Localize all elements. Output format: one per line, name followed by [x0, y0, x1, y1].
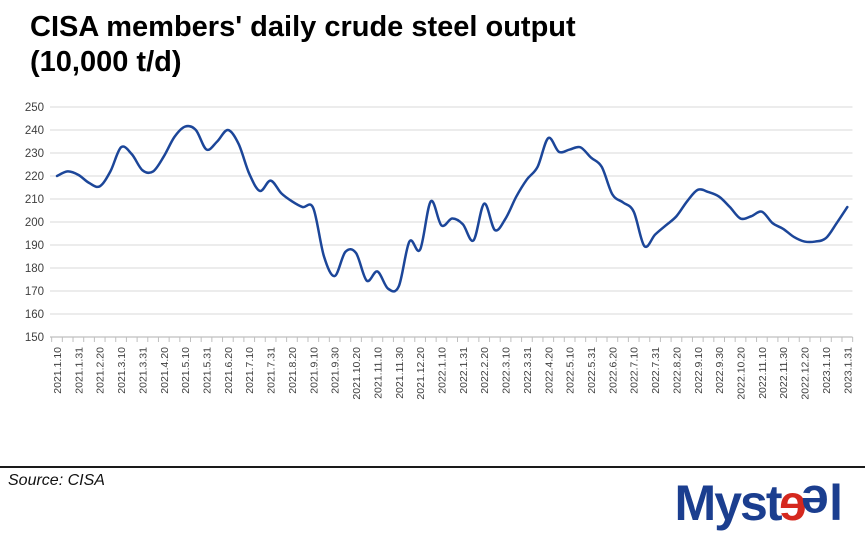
x-axis-tick-label: 2021.7.31	[266, 347, 278, 394]
mysteel-logo: Myst e e l	[674, 472, 843, 534]
x-axis-tick-label: 2021.12.20	[415, 347, 427, 400]
x-axis-tick-label: 2021.8.20	[287, 347, 299, 394]
x-axis-tick-label: 2021.1.10	[52, 347, 64, 394]
x-axis-tick-label: 2022.1.31	[458, 347, 470, 394]
chart-area: 150 160 170 180 190 200 210 220 230 240 250 2021.1.…	[0, 95, 865, 455]
x-axis-tick-label: 2022.4.20	[543, 347, 555, 394]
x-axis-tick-label: 2021.9.30	[330, 347, 342, 394]
x-axis-tick-label: 2023.1.31	[842, 347, 854, 394]
x-axis-tick-label: 2022.7.31	[650, 347, 662, 394]
x-axis-tick-label: 2021.2.20	[95, 347, 107, 394]
x-axis-tick-label: 2021.5.10	[180, 347, 192, 394]
y-axis-tick-label: 170	[25, 286, 44, 298]
x-axis-tick-label: 2022.12.20	[800, 347, 812, 400]
x-axis-tick-label: 2021.4.20	[159, 347, 171, 394]
y-axis-tick-label: 200	[25, 217, 44, 229]
x-axis-tick-label: 2022.11.30	[778, 347, 790, 399]
logo-text-start: Myst	[674, 475, 783, 531]
logo-blue-e-icon: e	[803, 475, 830, 531]
y-axis-tick-label: 220	[25, 171, 44, 183]
x-axis-tick-label: 2022.10.20	[736, 347, 748, 400]
y-axis-tick-label: 190	[25, 240, 44, 252]
y-axis-tick-label: 250	[25, 102, 44, 114]
x-axis-tick-label: 2021.6.20	[223, 347, 235, 394]
x-axis-tick-label: 2022.9.10	[693, 347, 705, 394]
x-axis-tick-label: 2021.3.10	[116, 347, 128, 394]
x-axis-tick-label: 2022.9.30	[714, 347, 726, 394]
x-axis-tick-label: 2021.5.31	[202, 347, 214, 394]
x-axis-tick-label: 2022.3.10	[501, 347, 513, 394]
x-axis-tick-label: 2021.7.10	[244, 347, 256, 394]
y-axis-tick-label: 150	[25, 332, 44, 344]
data-series-line	[55, 124, 849, 293]
logo-text-end: l	[829, 475, 843, 531]
x-axis-tick-label: 2022.2.20	[479, 347, 491, 394]
x-axis-tick-label: 2021.3.31	[137, 347, 149, 394]
x-axis-tick-label: 2022.3.31	[522, 347, 534, 394]
x-axis-tick-label: 2022.5.10	[565, 347, 577, 394]
y-axis-tick-label: 160	[25, 309, 44, 321]
x-axis-tick-label: 2022.6.20	[607, 347, 619, 394]
y-axis-tick-label: 210	[25, 194, 44, 206]
x-axis-tick-label: 2021.1.31	[73, 347, 85, 394]
chart-title-line2: (10,000 t/d)	[30, 45, 182, 78]
y-axis-tick-label: 180	[25, 263, 44, 275]
x-axis-tick-label: 2022.5.31	[586, 347, 598, 394]
x-axis-tick-label: 2023.1.10	[821, 347, 833, 394]
x-axis-tick-label: 2022.8.20	[671, 347, 683, 394]
chart-title: CISA members' daily crude steel output (1…	[30, 10, 770, 80]
x-axis-tick-label: 2021.9.10	[308, 347, 320, 394]
chart-title-line1: CISA members' daily crude steel output	[30, 11, 576, 43]
x-axis-tick-label: 2022.7.10	[629, 347, 641, 394]
x-axis-tick-label: 2021.11.30	[394, 347, 406, 399]
x-axis-tick-label: 2021.10.20	[351, 347, 363, 400]
y-axis-tick-label: 240	[25, 125, 44, 137]
x-axis-tick-label: 2022.11.10	[757, 347, 769, 399]
line-chart-svg: 150 160 170 180 190 200 210 220 230 240 250 2021.1.…	[25, 102, 855, 400]
footer-divider	[0, 466, 865, 468]
x-axis-tick-label: 2021.11.10	[372, 347, 384, 399]
x-axis-tick-label: 2022.1.10	[436, 347, 448, 394]
source-note: Source: CISA	[8, 472, 105, 489]
y-axis-tick-label: 230	[25, 148, 44, 160]
